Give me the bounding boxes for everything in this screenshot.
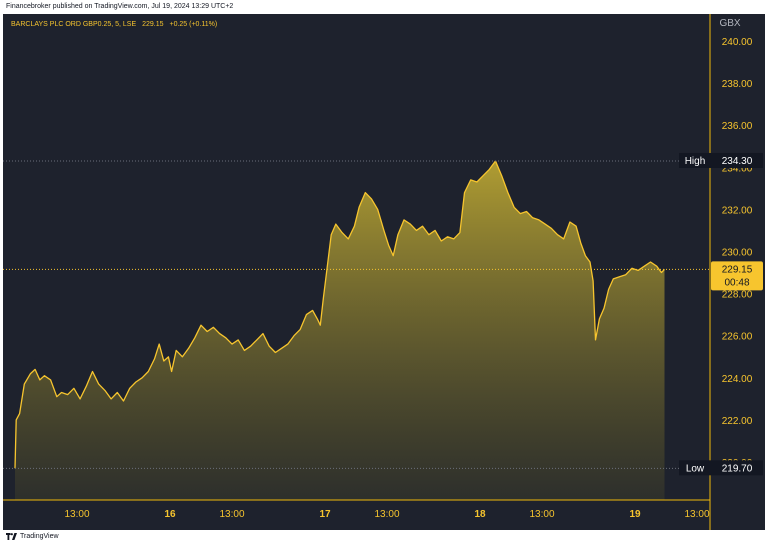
tradingview-brand[interactable]: TradingView bbox=[6, 533, 59, 540]
x-tick-label: 16 bbox=[164, 509, 176, 520]
price-chart[interactable]: GBX 240.00 238.00 236.00 234.00 232.00 230.00 2… bbox=[3, 14, 765, 530]
footer: TradingView bbox=[0, 530, 768, 546]
y-tick-label: 230.00 bbox=[722, 248, 753, 259]
high-value-label: 234.30 bbox=[722, 156, 753, 167]
brand-label: TradingView bbox=[20, 533, 59, 540]
tradingview-logo-icon bbox=[6, 533, 17, 540]
x-tick-label: 13:00 bbox=[374, 509, 399, 520]
y-tick-label: 226.00 bbox=[722, 332, 753, 343]
price-area-fill bbox=[15, 161, 665, 500]
bar-countdown: 00:48 bbox=[724, 277, 749, 288]
y-tick-label: 238.00 bbox=[722, 79, 753, 90]
x-tick-label: 17 bbox=[319, 509, 331, 520]
last-price-box bbox=[711, 261, 763, 291]
symbol-change: +0.25 (+0.11%) bbox=[169, 21, 218, 28]
x-tick-label: 18 bbox=[474, 509, 486, 520]
low-value-box bbox=[711, 460, 763, 476]
published-line: Financebroker published on TradingView.c… bbox=[6, 3, 234, 10]
high-tag-box bbox=[679, 152, 711, 168]
low-tag-box bbox=[679, 460, 711, 476]
low-tag-label: Low bbox=[686, 463, 705, 474]
y-tick-label: 224.00 bbox=[722, 374, 753, 385]
time-axis-background bbox=[3, 500, 710, 530]
low-value-label: 219.70 bbox=[722, 463, 753, 474]
x-tick-label: 13:00 bbox=[64, 509, 89, 520]
x-tick-label: 13:00 bbox=[219, 509, 244, 520]
y-tick-label: 236.00 bbox=[722, 121, 753, 132]
symbol-name: BARCLAYS PLC ORD GBP0.25, 5, LSE bbox=[11, 21, 137, 28]
y-tick-label: 232.00 bbox=[722, 205, 753, 216]
symbol-price: 229.15 bbox=[142, 21, 164, 28]
x-tick-label: 13:00 bbox=[529, 509, 554, 520]
y-tick-label: 222.00 bbox=[722, 416, 753, 427]
last-price-value: 229.15 bbox=[722, 264, 753, 275]
symbol-info-line: BARCLAYS PLC ORD GBP0.25, 5, LSE 229.15 … bbox=[11, 21, 221, 28]
y-tick-label: 240.00 bbox=[722, 37, 753, 48]
high-value-box bbox=[711, 152, 763, 168]
chart-panel[interactable]: GBX 240.00 238.00 236.00 234.00 232.00 230.00 2… bbox=[3, 14, 765, 530]
x-tick-label: 19 bbox=[629, 509, 641, 520]
high-tag-label: High bbox=[685, 156, 706, 167]
y-tick-label: 234.00 bbox=[722, 163, 753, 174]
currency-label: GBX bbox=[719, 18, 740, 29]
x-tick-label: 13:00 bbox=[684, 509, 709, 520]
y-tick-label: 228.00 bbox=[722, 290, 753, 301]
price-line bbox=[14, 160, 665, 469]
